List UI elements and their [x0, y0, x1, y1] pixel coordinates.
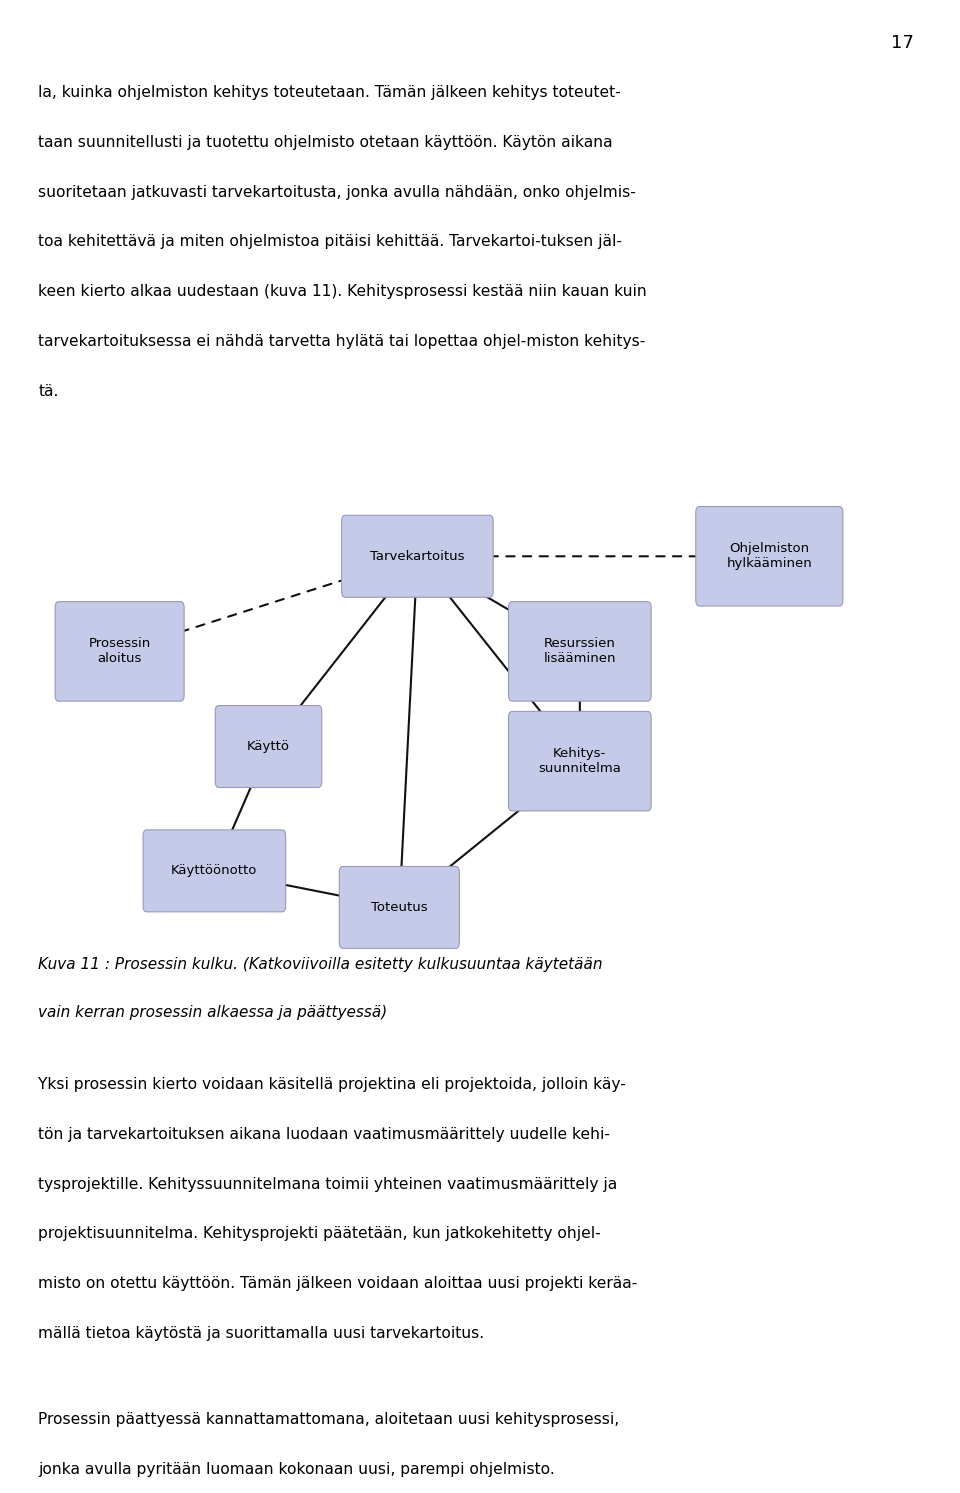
Text: vain kerran prosessin alkaessa ja päättyessä): vain kerran prosessin alkaessa ja päätty… — [38, 1005, 388, 1021]
Text: Resurssien
lisääminen: Resurssien lisääminen — [543, 638, 616, 666]
Text: Tarvekartoitus: Tarvekartoitus — [371, 549, 465, 563]
Text: 17: 17 — [891, 34, 914, 52]
Text: keen kierto alkaa uudestaan (kuva 11). Kehitysprosessi kestää niin kauan kuin: keen kierto alkaa uudestaan (kuva 11). K… — [38, 284, 647, 299]
Text: Toteutus: Toteutus — [372, 900, 427, 914]
FancyBboxPatch shape — [55, 602, 184, 702]
Text: Prosessin päattyessä kannattamattomana, aloitetaan uusi kehitysprosessi,: Prosessin päattyessä kannattamattomana, … — [38, 1412, 619, 1427]
Text: Kuva 11 : Prosessin kulku. (Katkoviivoilla esitetty kulkusuuntaa käytetään: Kuva 11 : Prosessin kulku. (Katkoviivoil… — [38, 957, 603, 972]
Text: projektisuunnitelma. Kehitysprojekti päätetään, kun jatkokehitetty ohjel-: projektisuunnitelma. Kehitysprojekti pää… — [38, 1226, 601, 1241]
FancyBboxPatch shape — [143, 830, 286, 912]
FancyBboxPatch shape — [215, 706, 322, 787]
Text: tä.: tä. — [38, 384, 59, 399]
Text: Ohjelmiston
hylkääminen: Ohjelmiston hylkääminen — [727, 542, 812, 570]
Text: la, kuinka ohjelmiston kehitys toteutetaan. Tämän jälkeen kehitys toteutet-: la, kuinka ohjelmiston kehitys toteuteta… — [38, 85, 621, 100]
FancyBboxPatch shape — [696, 506, 843, 606]
Text: Kehitys-
suunnitelma: Kehitys- suunnitelma — [539, 746, 621, 775]
Text: tön ja tarvekartoituksen aikana luodaan vaatimusmäärittely uudelle kehi-: tön ja tarvekartoituksen aikana luodaan … — [38, 1127, 611, 1142]
Text: jonka avulla pyritään luomaan kokonaan uusi, parempi ohjelmisto.: jonka avulla pyritään luomaan kokonaan u… — [38, 1462, 555, 1477]
Text: taan suunnitellusti ja tuotettu ohjelmisto otetaan käyttöön. Käytön aikana: taan suunnitellusti ja tuotettu ohjelmis… — [38, 134, 613, 149]
Text: Prosessin
aloitus: Prosessin aloitus — [88, 638, 151, 666]
Text: suoritetaan jatkuvasti tarvekartoitusta, jonka avulla nähdään, onko ohjelmis-: suoritetaan jatkuvasti tarvekartoitusta,… — [38, 185, 636, 200]
Text: Käyttöönotto: Käyttöönotto — [171, 864, 257, 878]
Text: toa kehitettävä ja miten ohjelmistoa pitäisi kehittää. Tarvekartoi-tuksen jäl-: toa kehitettävä ja miten ohjelmistoa pit… — [38, 234, 622, 249]
Text: tysprojektille. Kehityssuunnitelmana toimii yhteinen vaatimusmäärittely ja: tysprojektille. Kehityssuunnitelmana toi… — [38, 1176, 617, 1191]
FancyBboxPatch shape — [509, 711, 651, 811]
Text: Yksi prosessin kierto voidaan käsitellä projektina eli projektoida, jolloin käy-: Yksi prosessin kierto voidaan käsitellä … — [38, 1076, 626, 1093]
Text: Käyttö: Käyttö — [247, 741, 290, 752]
Text: tarvekartoituksessa ei nähdä tarvetta hylätä tai lopettaa ohjel-miston kehitys-: tarvekartoituksessa ei nähdä tarvetta hy… — [38, 334, 646, 349]
FancyBboxPatch shape — [342, 515, 493, 597]
FancyBboxPatch shape — [509, 602, 651, 702]
Text: mällä tietoa käytöstä ja suorittamalla uusi tarvekartoitus.: mällä tietoa käytöstä ja suorittamalla u… — [38, 1326, 485, 1341]
Text: misto on otettu käyttöön. Tämän jälkeen voidaan aloittaa uusi projekti keräa-: misto on otettu käyttöön. Tämän jälkeen … — [38, 1277, 637, 1291]
FancyBboxPatch shape — [339, 866, 460, 948]
